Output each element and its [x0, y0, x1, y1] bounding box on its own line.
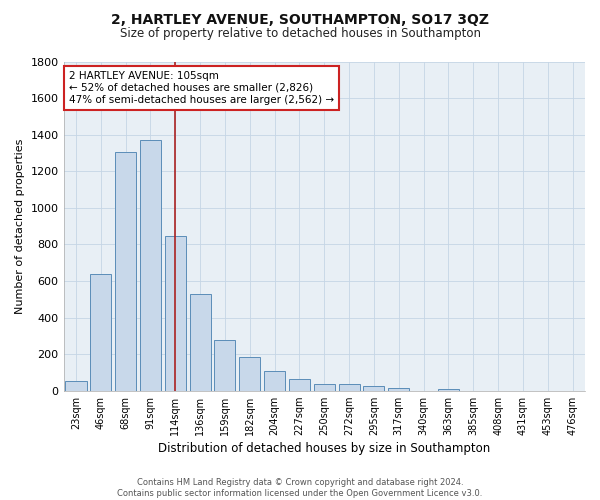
Bar — [438, 389, 459, 390]
Text: 2 HARTLEY AVENUE: 105sqm
← 52% of detached houses are smaller (2,826)
47% of sem: 2 HARTLEY AVENUE: 105sqm ← 52% of detach… — [69, 72, 334, 104]
Bar — [314, 384, 335, 390]
Text: 2, HARTLEY AVENUE, SOUTHAMPTON, SO17 3QZ: 2, HARTLEY AVENUE, SOUTHAMPTON, SO17 3QZ — [111, 12, 489, 26]
Bar — [115, 152, 136, 390]
Bar — [364, 386, 385, 390]
Bar — [388, 388, 409, 390]
Bar — [264, 372, 285, 390]
Bar — [214, 340, 235, 390]
Bar — [90, 274, 112, 390]
Bar — [338, 384, 359, 390]
Bar — [140, 140, 161, 390]
Bar — [190, 294, 211, 390]
Text: Size of property relative to detached houses in Southampton: Size of property relative to detached ho… — [119, 28, 481, 40]
Y-axis label: Number of detached properties: Number of detached properties — [15, 138, 25, 314]
Bar — [65, 380, 86, 390]
Text: Contains HM Land Registry data © Crown copyright and database right 2024.
Contai: Contains HM Land Registry data © Crown c… — [118, 478, 482, 498]
Bar — [165, 236, 186, 390]
Bar — [239, 357, 260, 390]
Bar — [289, 379, 310, 390]
X-axis label: Distribution of detached houses by size in Southampton: Distribution of detached houses by size … — [158, 442, 490, 455]
